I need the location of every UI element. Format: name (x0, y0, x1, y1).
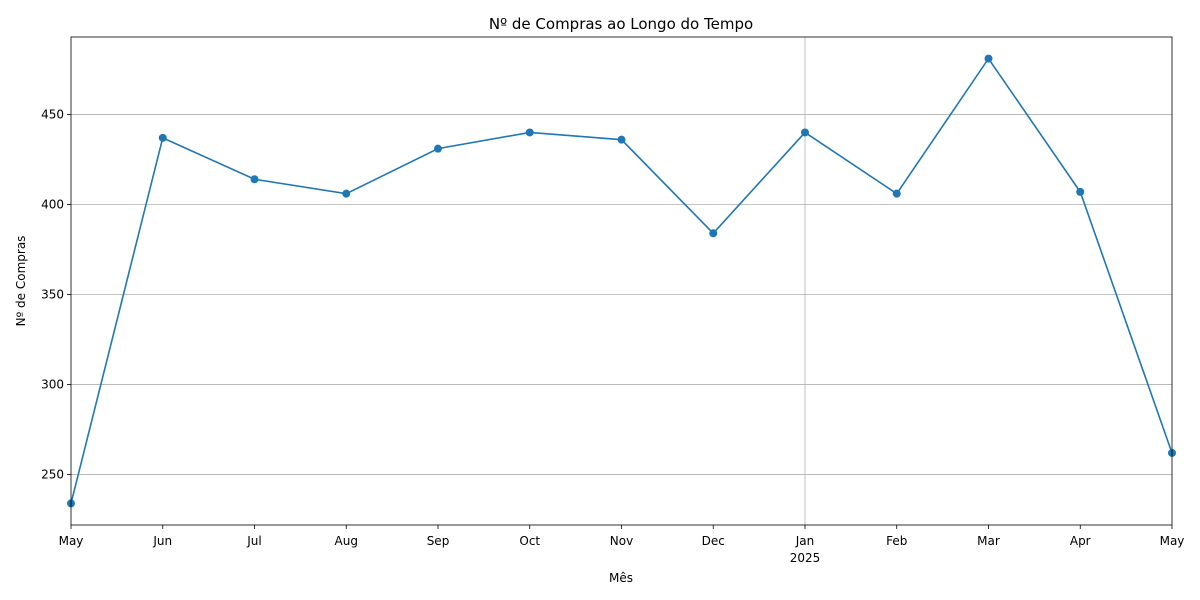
data-point (1076, 187, 1085, 196)
y-axis-ticks: 250 300 350 400 450 (41, 107, 71, 482)
x-tick-label: Sep (427, 534, 450, 548)
data-point (434, 144, 442, 153)
data-point (158, 133, 167, 142)
x-tick-label: May (1160, 534, 1185, 548)
x-tick-label: Jan (795, 534, 815, 548)
y-tick-label: 400 (41, 197, 64, 211)
y-tick-label: 250 (41, 468, 64, 482)
y-tick-label: 300 (41, 378, 64, 392)
chart-title: Nº de Compras ao Longo do Tempo (489, 15, 753, 33)
x-tick-label: Dec (702, 534, 725, 548)
x-tick-label: Oct (519, 534, 540, 548)
data-point (525, 128, 534, 137)
data-point (984, 54, 993, 63)
data-point (342, 189, 351, 198)
x-axis-label: Mês (609, 571, 633, 585)
x-axis-ticks: May Jun Jul Aug Sep Oct Nov Dec Jan 2025 Feb Mar Apr… (59, 525, 1185, 565)
data-point (709, 229, 718, 238)
x-tick-label: Apr (1070, 534, 1091, 548)
y-tick-label: 450 (41, 107, 64, 121)
x-tick-label: Nov (610, 534, 633, 548)
x-tick-year-label: 2025 (790, 551, 821, 565)
x-tick-label: Aug (335, 534, 358, 548)
x-tick-label: Jul (246, 534, 261, 548)
grid-layer (71, 37, 1172, 525)
x-tick-label: Jun (152, 534, 172, 548)
x-tick-label: May (59, 534, 84, 548)
y-tick-label: 350 (41, 288, 64, 302)
data-point (250, 175, 259, 184)
x-tick-label: Feb (886, 534, 907, 548)
data-point (892, 189, 901, 198)
data-point (617, 135, 626, 144)
series-layer (67, 54, 1176, 508)
x-tick-label: Mar (977, 534, 1000, 548)
data-point (801, 128, 809, 137)
y-axis-label: Nº de Compras (14, 236, 28, 327)
